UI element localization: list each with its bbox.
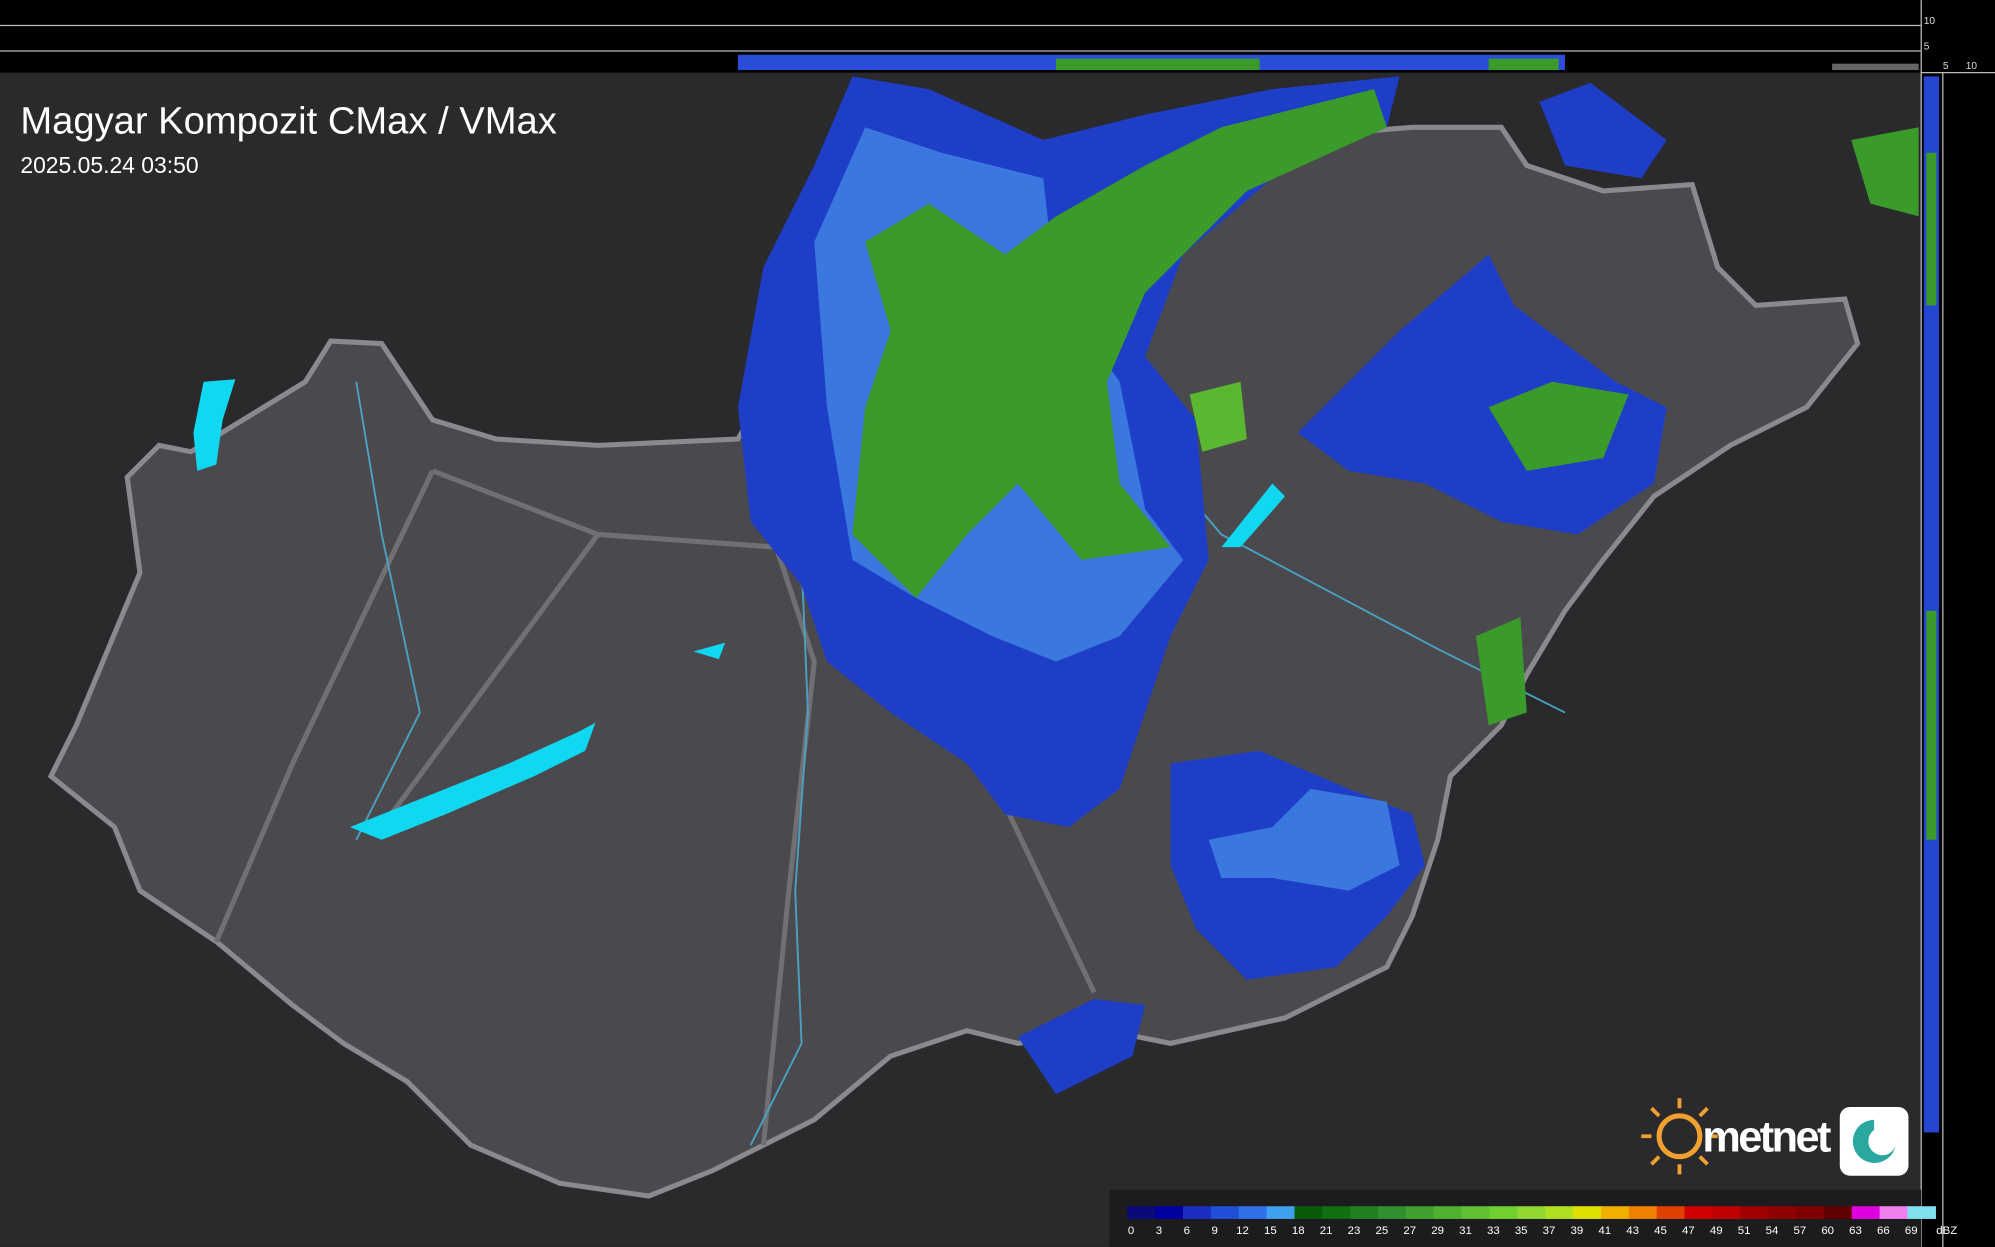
echo: [1851, 127, 1919, 217]
legend-swatch: [1405, 1206, 1435, 1219]
legend: 0 3 6 9 12 15 18 21 23 25 27 29 31 33 35 37 39 41 43 45 47 49…: [1127, 1206, 1957, 1237]
legend-swatch: [1322, 1206, 1351, 1219]
logo-swirl: [1852, 1119, 1896, 1163]
legend-swatch: [1545, 1206, 1574, 1219]
legend-label: 9: [1211, 1225, 1217, 1237]
legend-label: 66: [1877, 1225, 1890, 1237]
legend-label: 35: [1515, 1225, 1528, 1237]
logo-badge: [1839, 1106, 1909, 1176]
side-axis-label: 5: [1943, 61, 1949, 72]
side-axis-label: 5: [1924, 42, 1930, 53]
legend-label: 12: [1236, 1225, 1249, 1237]
legend-label: 3: [1156, 1225, 1162, 1237]
legend-swatch: [1573, 1206, 1602, 1219]
strip-echo: [1832, 63, 1919, 71]
legend-label: 37: [1543, 1225, 1556, 1237]
legend-label: 63: [1849, 1225, 1862, 1237]
map-timestamp: 2025.05.24 03:50: [20, 152, 198, 178]
side-axis-label: 10: [1924, 16, 1936, 27]
legend-swatch: [1183, 1206, 1212, 1219]
legend-swatch: [1740, 1206, 1769, 1219]
legend-swatch: [1600, 1206, 1630, 1219]
legend-swatch: [1851, 1206, 1881, 1219]
side-echo: [1923, 76, 1940, 1133]
legend-swatch: [1517, 1206, 1546, 1219]
legend-swatch: [1350, 1206, 1379, 1219]
legend-label: 51: [1738, 1225, 1751, 1237]
echo: [1189, 381, 1247, 452]
legend-swatch: [1378, 1206, 1407, 1219]
legend-swatch: [1907, 1206, 1936, 1219]
legend-swatch: [1684, 1206, 1714, 1219]
lake: [1221, 483, 1286, 548]
legend-label: 15: [1264, 1225, 1277, 1237]
legend-label: 60: [1821, 1225, 1834, 1237]
legend-swatch: [1489, 1206, 1519, 1219]
legend-swatch: [1879, 1206, 1909, 1219]
echo: [1208, 788, 1400, 891]
echo: [1488, 381, 1629, 471]
legend-label: 49: [1710, 1225, 1723, 1237]
map-title: Magyar Kompozit CMax / VMax: [20, 100, 556, 143]
legend-label: 54: [1766, 1225, 1779, 1237]
legend-swatch: [1656, 1206, 1686, 1219]
legend-swatch: [1768, 1206, 1797, 1219]
side-echo: [1926, 152, 1937, 306]
legend-label: 29: [1431, 1225, 1444, 1237]
echo: [1475, 617, 1527, 726]
legend-label: 6: [1184, 1225, 1190, 1237]
legend-label: 25: [1376, 1225, 1389, 1237]
legend-label: 57: [1793, 1225, 1806, 1237]
logo: metnet: [1641, 1098, 1909, 1176]
legend-label: 0: [1128, 1225, 1134, 1237]
legend-label: 43: [1626, 1225, 1639, 1237]
legend-unit: dBZ: [1936, 1225, 1957, 1237]
legend-swatch: [1712, 1206, 1741, 1219]
side-axis-label: 10: [1966, 61, 1978, 72]
legend-label: 23: [1348, 1225, 1361, 1237]
legend-swatch: [1461, 1206, 1491, 1219]
legend-swatch: [1796, 1206, 1825, 1219]
legend-label: 39: [1571, 1225, 1584, 1237]
legend-label: 47: [1682, 1225, 1695, 1237]
side-echo: [1926, 610, 1937, 840]
strip-echo: [1056, 58, 1260, 71]
lake: [349, 722, 596, 840]
legend-label: 27: [1403, 1225, 1416, 1237]
lake: [193, 379, 236, 471]
echo: [852, 89, 1387, 599]
legend-swatch: [1823, 1206, 1853, 1219]
logo-rays: [1641, 1098, 1718, 1175]
legend-label: 18: [1292, 1225, 1305, 1237]
legend-swatch: [1628, 1206, 1658, 1219]
legend-swatch: [1294, 1206, 1323, 1219]
legend-label: 41: [1598, 1225, 1611, 1237]
logo-text: metnet: [1702, 1114, 1831, 1162]
echo: [1017, 998, 1146, 1095]
echo: [1297, 254, 1667, 535]
logo-sun: [1656, 1113, 1703, 1160]
legend-label: 21: [1320, 1225, 1333, 1237]
legend-label: 33: [1487, 1225, 1500, 1237]
legend-label: 31: [1459, 1225, 1472, 1237]
legend-label: 69: [1905, 1225, 1918, 1237]
legend-swatch: [1155, 1206, 1184, 1219]
echo: [1539, 82, 1667, 179]
legend-swatch: [1127, 1206, 1156, 1219]
legend-swatch: [1266, 1206, 1296, 1219]
legend-label: 45: [1654, 1225, 1667, 1237]
lake: [693, 642, 726, 660]
legend-swatch: [1210, 1206, 1240, 1219]
legend-swatch: [1433, 1206, 1463, 1219]
strip-echo: [1488, 58, 1559, 71]
legend-swatch: [1238, 1206, 1268, 1219]
